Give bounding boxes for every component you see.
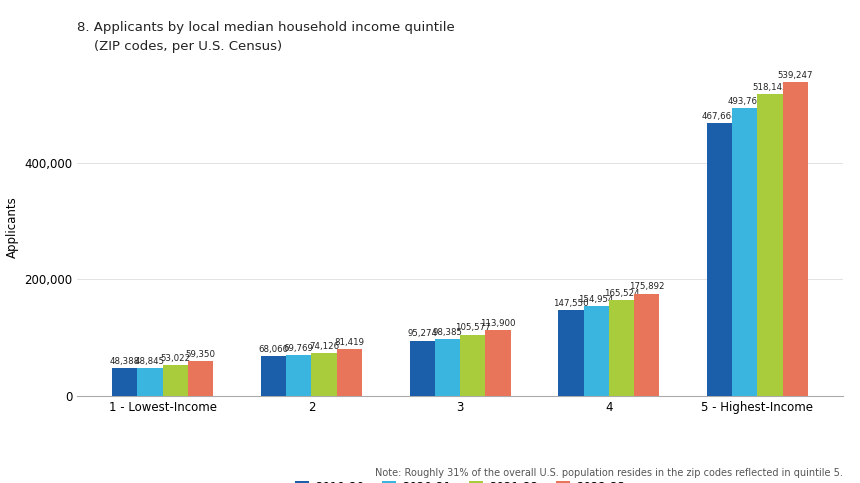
Text: 493,766: 493,766 (727, 97, 763, 106)
Text: 147,550: 147,550 (553, 299, 589, 308)
Text: 81,419: 81,419 (335, 338, 365, 347)
Bar (261, 356, 286, 396)
Text: 74,126: 74,126 (309, 342, 339, 351)
Bar (732, 108, 758, 396)
Bar (558, 310, 583, 396)
Bar (634, 294, 660, 396)
Text: 113,900: 113,900 (480, 319, 516, 327)
Text: 95,274: 95,274 (407, 329, 437, 339)
Text: 467,668: 467,668 (702, 113, 737, 121)
Bar (485, 330, 511, 396)
Text: 69,769: 69,769 (284, 344, 314, 354)
Text: 68,060: 68,060 (259, 345, 289, 355)
Text: 48,845: 48,845 (135, 356, 165, 366)
Y-axis label: Applicants: Applicants (6, 196, 19, 258)
Bar (163, 365, 188, 396)
Bar (460, 335, 485, 396)
Text: 165,524: 165,524 (604, 288, 639, 298)
Bar (286, 355, 311, 396)
Text: 59,350: 59,350 (186, 351, 216, 359)
Legend: 2019-20, 2020-21, 2021-22, 2022-23: 2019-20, 2020-21, 2021-22, 2022-23 (291, 476, 630, 483)
Bar (758, 94, 783, 396)
Text: 539,247: 539,247 (777, 71, 813, 80)
Bar (435, 339, 460, 396)
Text: 154,954: 154,954 (579, 295, 614, 304)
Bar (409, 341, 435, 396)
Text: Note: Roughly 31% of the overall U.S. population resides in the zip codes reflec: Note: Roughly 31% of the overall U.S. po… (375, 468, 843, 478)
Bar (707, 124, 732, 396)
Bar (609, 299, 634, 396)
Text: 175,892: 175,892 (629, 283, 665, 291)
Text: 105,577: 105,577 (455, 324, 490, 332)
Text: 8. Applicants by local median household income quintile: 8. Applicants by local median household … (77, 21, 455, 34)
Text: 53,022: 53,022 (160, 354, 190, 363)
Bar (188, 361, 213, 396)
Bar (783, 82, 808, 396)
Text: (ZIP codes, per U.S. Census): (ZIP codes, per U.S. Census) (77, 40, 283, 53)
Bar (138, 368, 163, 396)
Bar (583, 306, 609, 396)
Text: 48,388: 48,388 (110, 357, 140, 366)
Bar (337, 349, 362, 396)
Bar (311, 353, 337, 396)
Text: 98,385: 98,385 (433, 327, 463, 337)
Bar (112, 368, 138, 396)
Text: 518,142: 518,142 (752, 83, 788, 92)
